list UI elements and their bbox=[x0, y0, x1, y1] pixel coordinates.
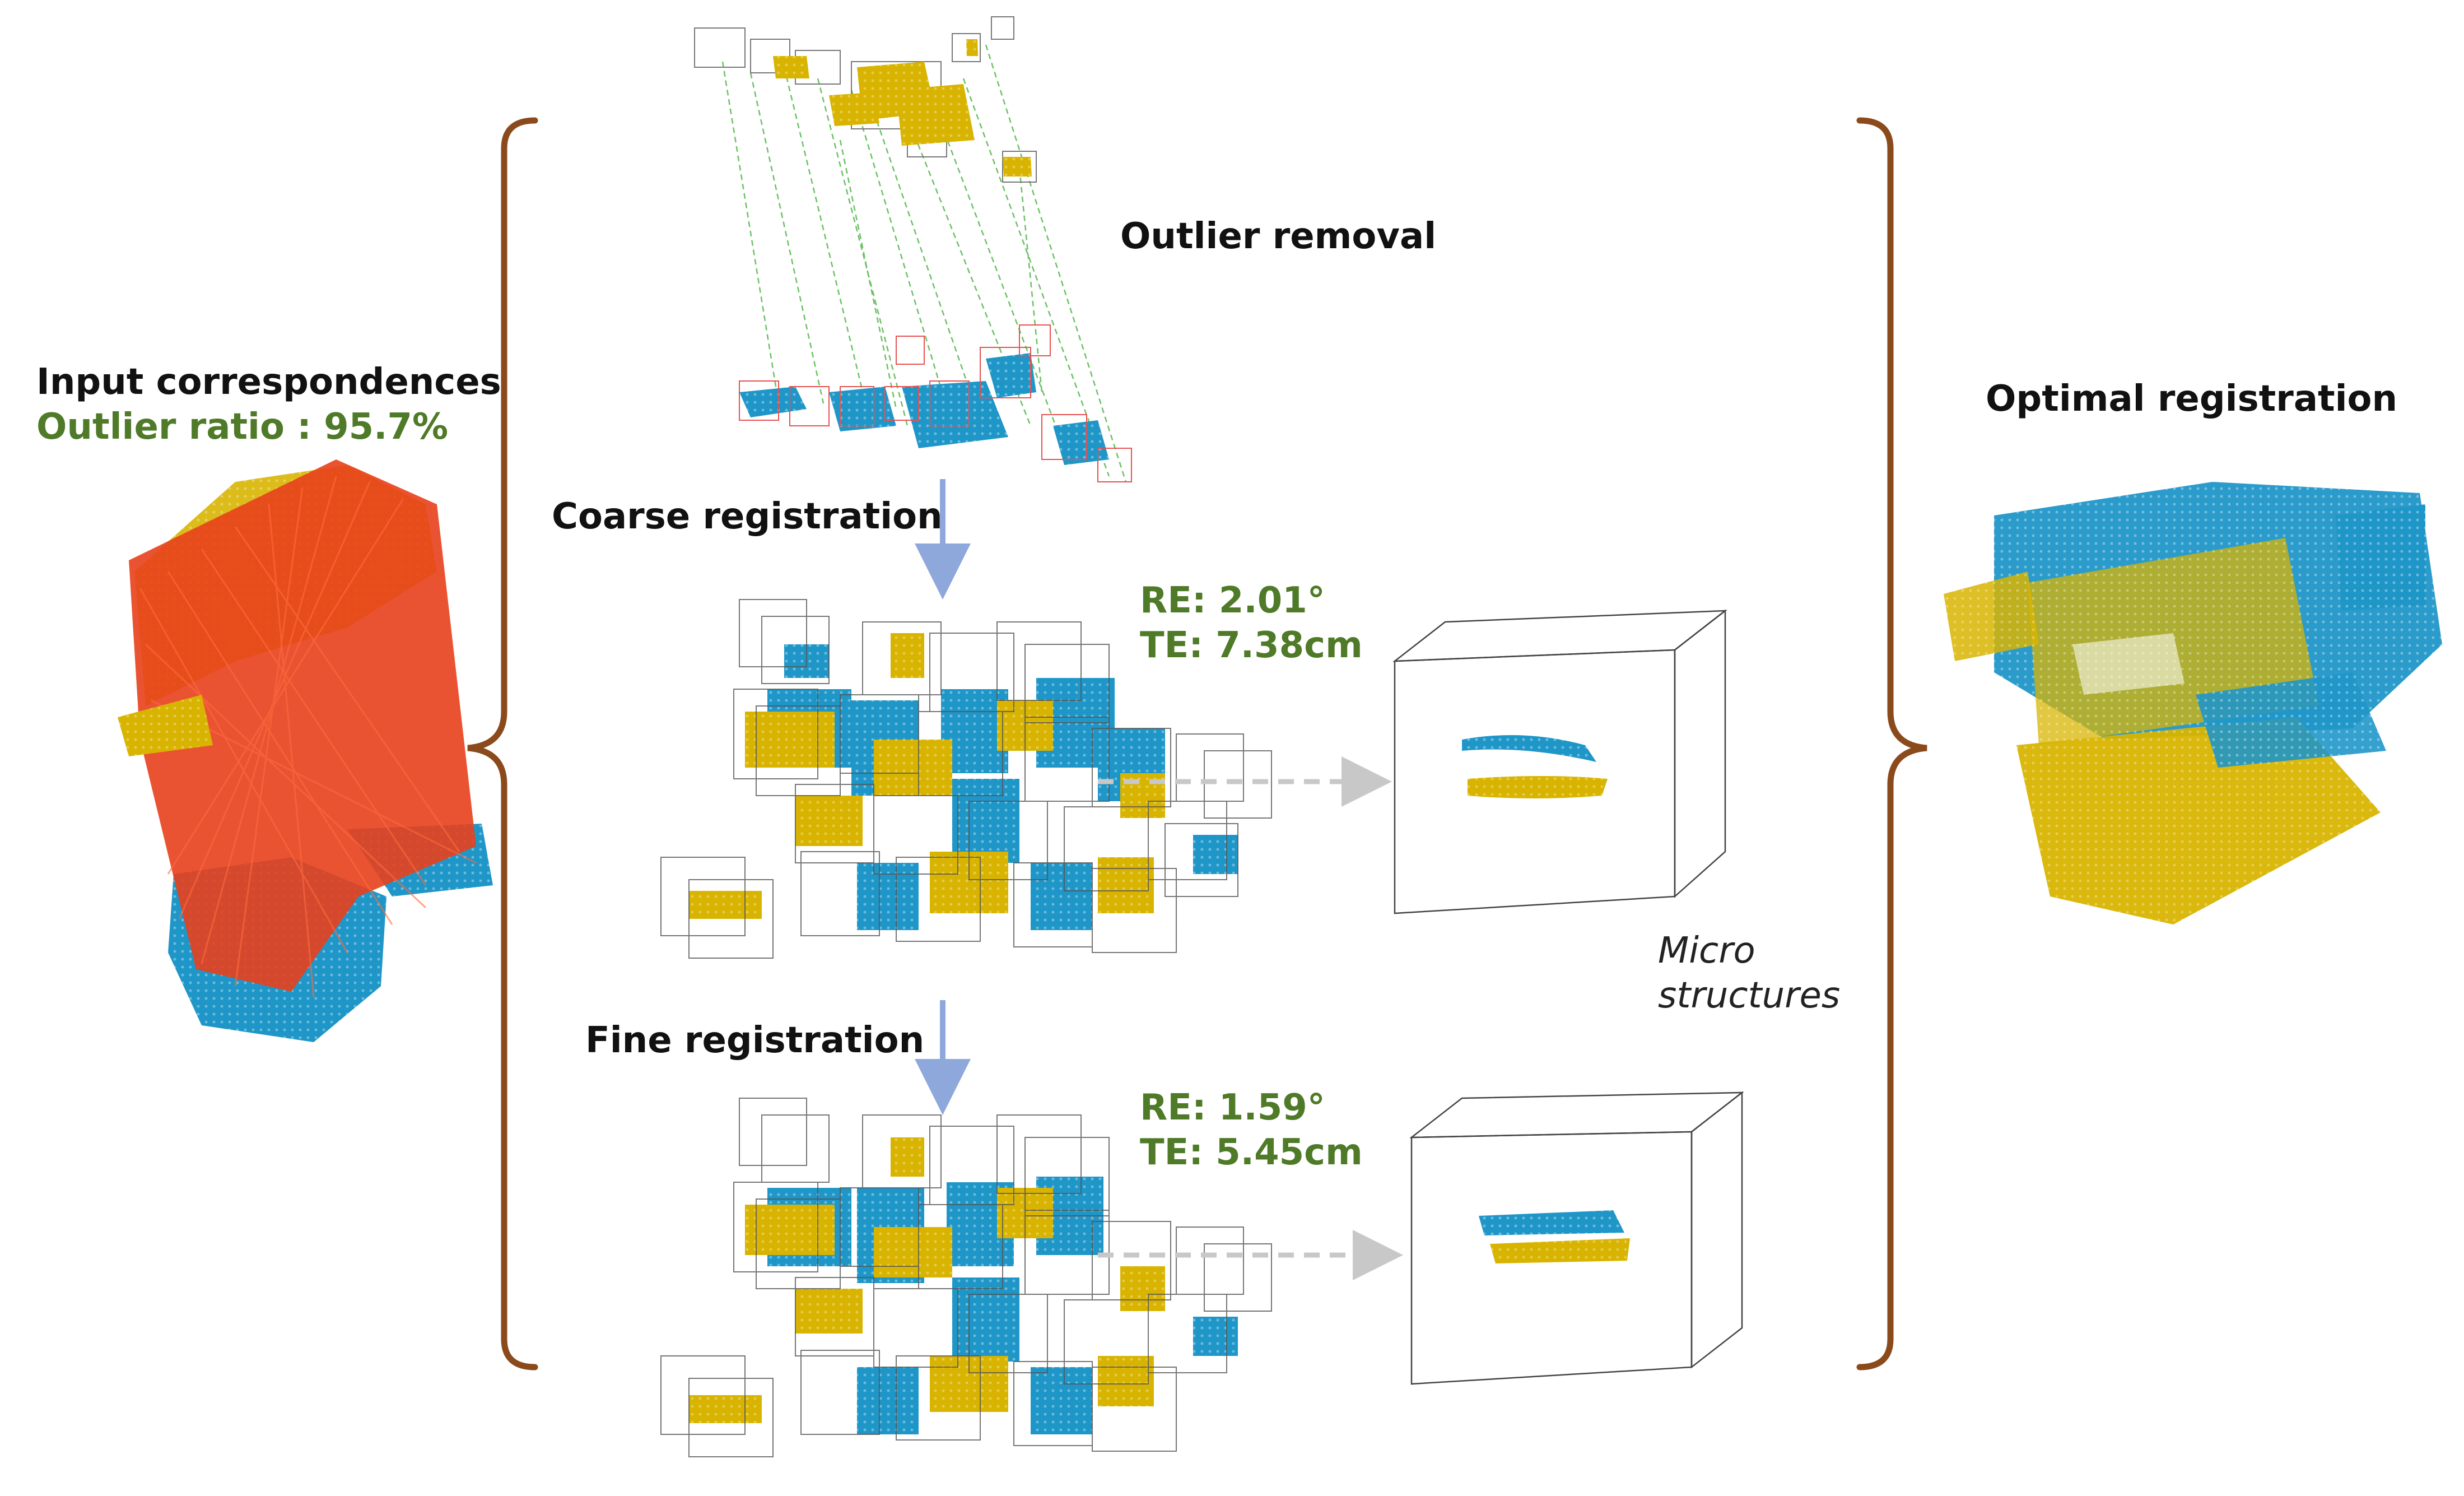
fine-registration-cloud bbox=[660, 1098, 1272, 1457]
fine-micro-structure-box bbox=[1409, 1091, 1744, 1385]
coarse-micro-structure-box bbox=[1392, 609, 1727, 914]
coarse-te-value: TE: 7.38cm bbox=[1140, 625, 1363, 666]
fine-registration-title: Fine registration bbox=[585, 1020, 925, 1061]
right-bracket bbox=[1856, 117, 1927, 1370]
coarse-registration-title: Coarse registration bbox=[552, 496, 943, 537]
input-correspondences-title: Input correspondences bbox=[36, 361, 501, 403]
structures-label: structures bbox=[1658, 975, 1841, 1016]
coarse-registration-cloud bbox=[660, 599, 1272, 959]
outlier-removal-title: Outlier removal bbox=[1120, 216, 1437, 257]
optimal-registration-title: Optimal registration bbox=[1986, 378, 2398, 420]
input-correspondences-cloud bbox=[118, 459, 493, 1042]
outlier-removal-cloud bbox=[694, 16, 1132, 482]
outlier-ratio-label: Outlier ratio : 95.7% bbox=[36, 406, 449, 448]
optimal-registration-cloud bbox=[1944, 482, 2442, 924]
micro-label: Micro bbox=[1658, 930, 1755, 972]
fine-re-value: RE: 1.59° bbox=[1140, 1087, 1325, 1128]
fine-te-value: TE: 5.45cm bbox=[1140, 1132, 1363, 1173]
left-bracket bbox=[467, 117, 538, 1370]
coarse-re-value: RE: 2.01° bbox=[1140, 580, 1325, 621]
